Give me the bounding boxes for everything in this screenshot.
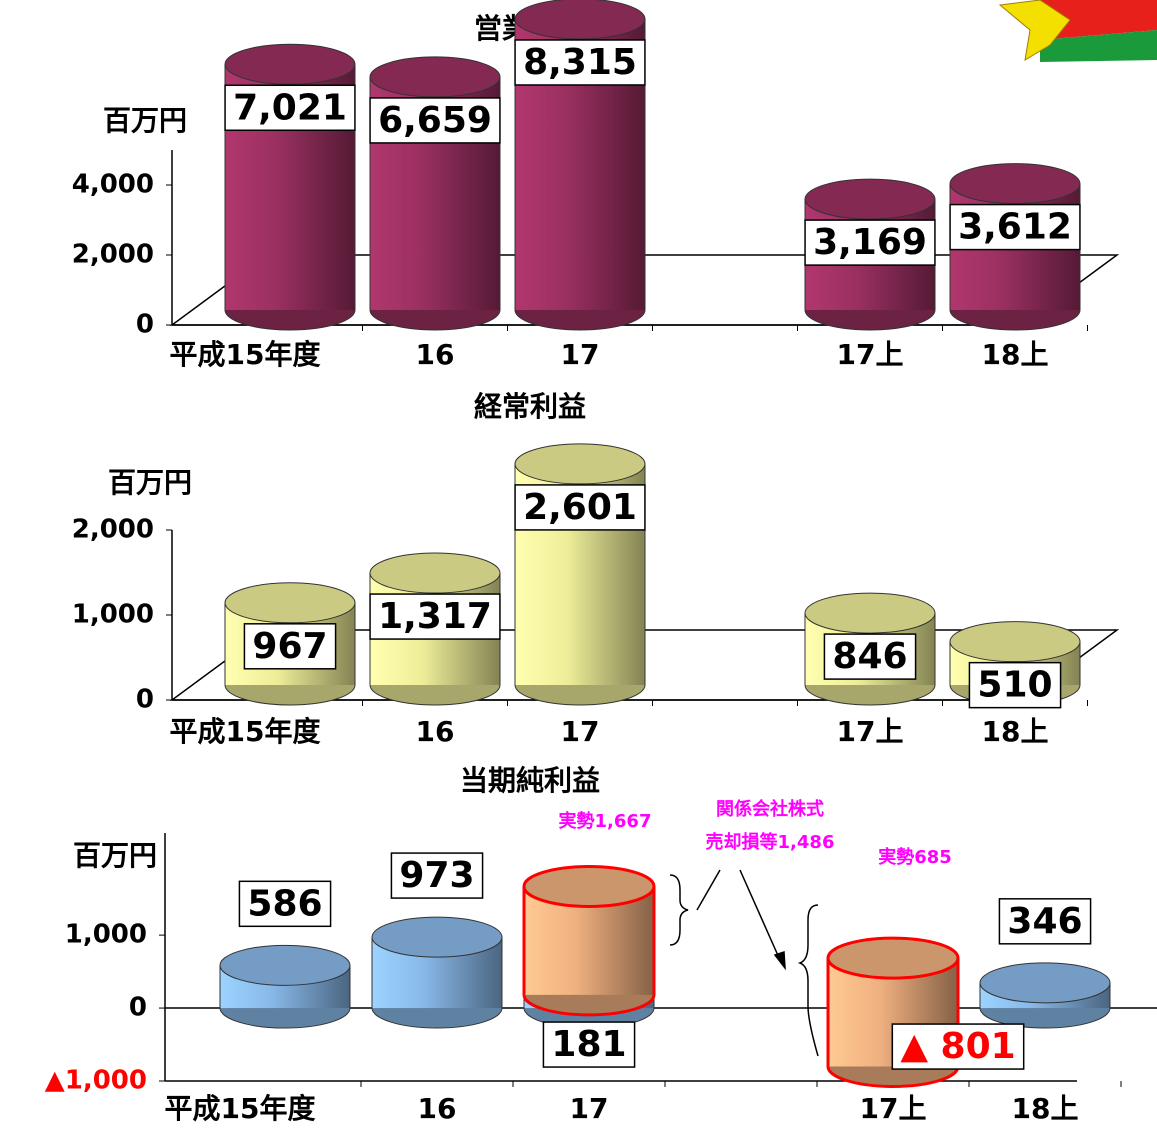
value-label: 3,169 bbox=[813, 222, 927, 263]
annotation: 関係会社株式 bbox=[716, 798, 824, 820]
value-label-box bbox=[998, 898, 1092, 945]
y-axis-label: 百万円 bbox=[108, 466, 192, 499]
x-tick-label: 17 bbox=[561, 338, 600, 371]
value-label-box bbox=[968, 661, 1062, 709]
value-label-box bbox=[238, 880, 332, 928]
x-tick-label: 16 bbox=[416, 715, 455, 748]
y-tick-label: 2,000 bbox=[72, 515, 154, 545]
value-label-box bbox=[804, 219, 936, 266]
chart-title: 経常利益 bbox=[474, 390, 586, 423]
bar-cap bbox=[826, 936, 960, 980]
bar-cap bbox=[371, 916, 503, 958]
x-tick-label: 17上 bbox=[837, 338, 904, 371]
x-tick-label: 17上 bbox=[837, 715, 904, 748]
logo bbox=[998, 0, 1157, 62]
x-tick-label: 17上 bbox=[860, 1092, 927, 1125]
annotation: 実勢1,667 bbox=[559, 810, 652, 832]
value-label: 3,612 bbox=[958, 207, 1072, 248]
value-label-box bbox=[390, 852, 484, 899]
x-tick-label: 平成15年度 bbox=[170, 338, 321, 371]
x-tick-label: 17 bbox=[561, 715, 600, 748]
value-label-box bbox=[514, 484, 646, 531]
bar-cap bbox=[804, 592, 936, 634]
x-tick-label: 17 bbox=[570, 1092, 609, 1125]
y-tick-label: 1,000 bbox=[72, 600, 154, 630]
y-tick-label: 1,000 bbox=[65, 920, 147, 950]
bar-cap bbox=[804, 178, 936, 220]
y-tick-label: 4,000 bbox=[72, 170, 154, 200]
bar-cap bbox=[514, 443, 646, 485]
value-label: 346 bbox=[1007, 901, 1082, 942]
value-label: 846 bbox=[832, 636, 907, 677]
bar-cap bbox=[224, 43, 356, 85]
value-label: 7,021 bbox=[233, 87, 347, 128]
bar-cap bbox=[369, 552, 501, 594]
bar-cap bbox=[219, 944, 351, 986]
bar-cap bbox=[369, 56, 501, 98]
x-tick-label: 18上 bbox=[982, 715, 1049, 748]
annotation: 売却損等1,486 bbox=[706, 831, 835, 853]
value-label-box bbox=[891, 1023, 1025, 1070]
bar-cap bbox=[224, 582, 356, 624]
value-label: 6,659 bbox=[378, 100, 492, 141]
y-axis-label: 百万円 bbox=[103, 104, 187, 137]
value-label-box bbox=[243, 623, 337, 670]
value-label-box bbox=[949, 203, 1081, 251]
value-label: 973 bbox=[399, 855, 474, 896]
y-tick-label: 0 bbox=[136, 310, 154, 340]
bar-cap bbox=[979, 962, 1111, 1004]
bar-cap bbox=[949, 621, 1081, 663]
value-label-box bbox=[542, 1021, 636, 1068]
value-label: 510 bbox=[977, 665, 1052, 706]
x-tick-label: 18上 bbox=[1012, 1092, 1079, 1125]
value-label-box bbox=[514, 39, 646, 86]
x-tick-label: 平成15年度 bbox=[170, 715, 321, 748]
y-tick-label: 0 bbox=[129, 993, 147, 1023]
y-axis-label: 百万円 bbox=[73, 839, 157, 872]
value-label: 2,601 bbox=[523, 487, 637, 528]
value-label: 8,315 bbox=[523, 42, 637, 83]
y-tick-label: 0 bbox=[136, 685, 154, 715]
y-tick-label: ▲1,000 bbox=[45, 1066, 147, 1096]
bar-cap bbox=[949, 163, 1081, 205]
x-tick-label: 16 bbox=[416, 338, 455, 371]
value-label: 586 bbox=[247, 883, 322, 924]
annotation: 実勢685 bbox=[878, 846, 952, 868]
value-label: 181 bbox=[551, 1024, 626, 1065]
x-tick-label: 16 bbox=[418, 1092, 457, 1125]
y-tick-label: 2,000 bbox=[72, 240, 154, 270]
value-label-box bbox=[369, 97, 501, 144]
annotation-arrows bbox=[669, 869, 819, 1057]
value-label: 967 bbox=[252, 626, 327, 667]
chart-title: 当期純利益 bbox=[460, 764, 600, 797]
value-label: 1,317 bbox=[378, 596, 492, 637]
value-label-box bbox=[369, 593, 501, 640]
value-label-box bbox=[823, 633, 917, 680]
x-tick-label: 平成15年度 bbox=[165, 1092, 316, 1125]
value-label-box bbox=[224, 84, 356, 132]
value-label: ▲ 801 bbox=[900, 1026, 1015, 1067]
bar-cap bbox=[522, 864, 656, 908]
x-tick-label: 18上 bbox=[982, 338, 1049, 371]
bar-cap bbox=[514, 0, 646, 40]
